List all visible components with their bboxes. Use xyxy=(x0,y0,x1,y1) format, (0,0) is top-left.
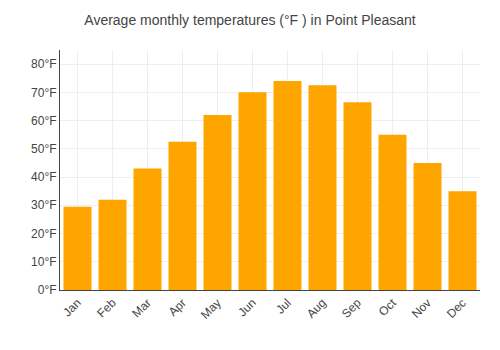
svg-text:40°F: 40°F xyxy=(31,170,56,184)
svg-text:Jul: Jul xyxy=(273,296,294,317)
svg-text:Oct: Oct xyxy=(376,295,400,319)
svg-text:Feb: Feb xyxy=(94,296,119,321)
svg-text:Nov: Nov xyxy=(409,296,434,321)
svg-text:70°F: 70°F xyxy=(31,86,56,100)
svg-text:Aug: Aug xyxy=(304,296,329,321)
svg-text:50°F: 50°F xyxy=(31,142,56,156)
svg-text:May: May xyxy=(198,296,224,322)
svg-text:Apr: Apr xyxy=(166,296,189,319)
svg-text:Mar: Mar xyxy=(129,296,154,321)
svg-text:Average monthly temperatures (: Average monthly temperatures (°F ) in Po… xyxy=(84,12,415,28)
svg-text:30°F: 30°F xyxy=(31,198,56,212)
svg-text:Jan: Jan xyxy=(60,296,84,320)
svg-text:0°F: 0°F xyxy=(38,283,57,297)
svg-text:Dec: Dec xyxy=(444,296,469,321)
svg-text:60°F: 60°F xyxy=(31,114,56,128)
svg-text:Jun: Jun xyxy=(235,296,259,320)
svg-text:10°F: 10°F xyxy=(31,255,56,269)
svg-text:20°F: 20°F xyxy=(31,227,56,241)
svg-text:80°F: 80°F xyxy=(31,57,56,71)
svg-text:Sep: Sep xyxy=(339,296,364,321)
